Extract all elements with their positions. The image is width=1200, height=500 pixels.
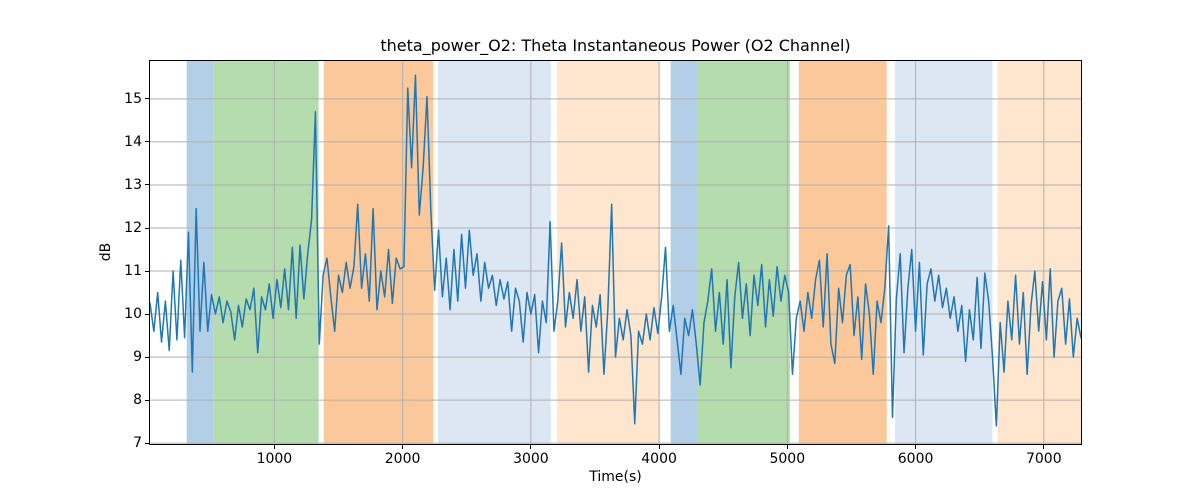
y-tick-label: 9: [133, 349, 142, 366]
condition-band-green: [213, 61, 319, 444]
y-tick-mark: [145, 98, 149, 100]
y-tick-mark: [145, 141, 149, 143]
x-tick-mark: [402, 445, 404, 449]
condition-band-paleorange: [557, 61, 660, 444]
x-tick-label: 6000: [897, 451, 934, 467]
x-tick-mark: [530, 445, 532, 449]
x-tick-label: 3000: [513, 451, 549, 467]
chart-canvas: [150, 61, 1081, 444]
x-tick-mark: [915, 445, 917, 449]
condition-band-orange: [798, 61, 887, 444]
x-tick-label: 2000: [384, 451, 421, 467]
y-tick-label: 7: [133, 435, 142, 452]
y-tick-mark: [145, 184, 149, 186]
x-tick-mark: [786, 445, 788, 449]
condition-band-paleblue: [895, 61, 993, 444]
y-tick-mark: [145, 356, 149, 358]
y-tick-label: 13: [124, 176, 142, 193]
x-tick-mark: [273, 445, 275, 449]
condition-band-paleblue: [437, 61, 551, 444]
x-tick-label: 1000: [256, 451, 293, 467]
y-tick-mark: [145, 227, 149, 229]
x-tick-mark: [658, 445, 660, 449]
condition-band-paleorange: [997, 61, 1081, 444]
y-tick-mark: [145, 313, 149, 315]
plot-area: [149, 60, 1082, 445]
y-tick-label: 15: [124, 90, 142, 107]
x-tick-label: 7000: [1025, 451, 1062, 467]
y-tick-label: 10: [124, 306, 142, 322]
condition-band-orange: [323, 61, 434, 444]
condition-band-blue: [670, 61, 698, 444]
x-tick-label: 4000: [641, 451, 677, 467]
chart-title: theta_power_O2: Theta Instantaneous Powe…: [380, 36, 851, 55]
x-axis-label: Time(s): [589, 469, 642, 485]
y-tick-label: 14: [124, 133, 142, 150]
y-tick-label: 8: [133, 392, 142, 409]
x-tick-mark: [1043, 445, 1045, 449]
y-tick-label: 11: [124, 263, 142, 279]
data-line-theta_power_O2: [150, 74, 1081, 427]
x-tick-label: 5000: [769, 451, 806, 467]
y-tick-mark: [145, 270, 149, 272]
y-tick-label: 12: [124, 220, 142, 236]
y-tick-mark: [145, 399, 149, 401]
condition-band-green: [697, 61, 790, 444]
y-tick-mark: [145, 442, 149, 444]
condition-band-blue: [186, 61, 214, 444]
